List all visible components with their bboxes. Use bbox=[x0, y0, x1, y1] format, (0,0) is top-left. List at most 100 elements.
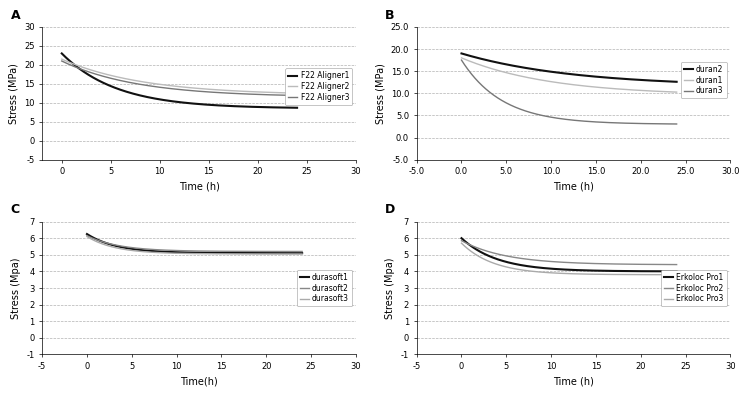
Erkoloc Pro1 bbox=[457, 236, 466, 241]
Erkoloc Pro3 bbox=[672, 272, 681, 277]
Y-axis label: Stress (MPa): Stress (MPa) bbox=[8, 63, 19, 124]
Erkoloc Pro2 bbox=[672, 262, 681, 267]
Erkoloc Pro3 bbox=[457, 241, 466, 246]
duran1 bbox=[552, 80, 561, 85]
duran3 bbox=[552, 116, 561, 120]
Line: duran3: duran3 bbox=[462, 60, 677, 124]
Erkoloc Pro1 bbox=[552, 267, 561, 271]
Erkoloc Pro3 bbox=[625, 272, 634, 277]
F22 Aligner3 bbox=[245, 92, 254, 96]
F22 Aligner3 bbox=[241, 92, 250, 96]
duran1 bbox=[628, 88, 637, 92]
durasoft2 bbox=[230, 249, 239, 254]
duran1 bbox=[625, 87, 634, 92]
Erkoloc Pro1 bbox=[625, 269, 634, 273]
duran2 bbox=[628, 77, 637, 82]
Erkoloc Pro2 bbox=[625, 262, 634, 267]
durasoft1 bbox=[230, 251, 239, 256]
Erkoloc Pro2 bbox=[628, 262, 637, 267]
Erkoloc Pro2 bbox=[604, 261, 613, 266]
X-axis label: Time(h): Time(h) bbox=[180, 377, 218, 387]
Line: Erkoloc Pro2: Erkoloc Pro2 bbox=[462, 241, 677, 265]
Text: A: A bbox=[10, 9, 20, 22]
durasoft3 bbox=[251, 252, 260, 256]
duran1 bbox=[457, 56, 466, 60]
F22 Aligner1 bbox=[292, 105, 301, 110]
F22 Aligner2 bbox=[241, 89, 250, 94]
Erkoloc Pro2 bbox=[544, 259, 553, 264]
duran1 bbox=[672, 90, 681, 94]
X-axis label: Time (h): Time (h) bbox=[553, 182, 594, 192]
durasoft1 bbox=[105, 242, 114, 246]
durasoft2 bbox=[177, 248, 186, 253]
duran2 bbox=[625, 77, 634, 82]
duran3 bbox=[479, 85, 488, 89]
Y-axis label: Stress (MPa): Stress (MPa) bbox=[375, 63, 385, 124]
Legend: durasoft1, durasoft2, durasoft3: durasoft1, durasoft2, durasoft3 bbox=[297, 269, 352, 307]
Text: C: C bbox=[10, 203, 20, 216]
Text: B: B bbox=[385, 9, 395, 22]
durasoft3 bbox=[298, 252, 307, 256]
durasoft2 bbox=[170, 248, 179, 253]
Line: durasoft2: durasoft2 bbox=[87, 236, 302, 252]
duran2 bbox=[552, 70, 561, 75]
Erkoloc Pro1 bbox=[479, 251, 488, 256]
duran1 bbox=[479, 64, 488, 68]
Legend: F22 Aligner1, F22 Aligner2, F22 Aligner3: F22 Aligner1, F22 Aligner2, F22 Aligner3 bbox=[285, 68, 352, 105]
duran2 bbox=[604, 75, 613, 80]
Text: D: D bbox=[385, 203, 396, 216]
F22 Aligner3 bbox=[292, 93, 301, 98]
F22 Aligner3 bbox=[153, 85, 162, 89]
F22 Aligner1 bbox=[219, 103, 228, 108]
Erkoloc Pro1 bbox=[544, 266, 553, 271]
duran3 bbox=[628, 121, 637, 126]
Erkoloc Pro1 bbox=[604, 269, 613, 273]
Line: Erkoloc Pro3: Erkoloc Pro3 bbox=[462, 243, 677, 275]
F22 Aligner3 bbox=[82, 68, 91, 73]
durasoft3 bbox=[170, 251, 179, 256]
F22 Aligner2 bbox=[292, 91, 301, 96]
F22 Aligner3 bbox=[219, 90, 228, 95]
duran3 bbox=[625, 121, 634, 126]
durasoft2 bbox=[254, 249, 263, 254]
Legend: Erkoloc Pro1, Erkoloc Pro2, Erkoloc Pro3: Erkoloc Pro1, Erkoloc Pro2, Erkoloc Pro3 bbox=[661, 269, 726, 307]
durasoft2 bbox=[298, 249, 307, 254]
durasoft3 bbox=[82, 234, 91, 239]
F22 Aligner2 bbox=[219, 88, 228, 92]
Line: Erkoloc Pro1: Erkoloc Pro1 bbox=[462, 238, 677, 271]
Line: F22 Aligner2: F22 Aligner2 bbox=[62, 59, 297, 93]
duran1 bbox=[544, 79, 553, 84]
durasoft3 bbox=[254, 252, 263, 256]
durasoft1 bbox=[254, 251, 263, 256]
F22 Aligner1 bbox=[245, 104, 254, 109]
durasoft2 bbox=[82, 233, 91, 238]
durasoft1 bbox=[82, 232, 91, 237]
F22 Aligner3 bbox=[161, 86, 170, 90]
Erkoloc Pro2 bbox=[552, 260, 561, 264]
F22 Aligner1 bbox=[153, 96, 162, 101]
duran1 bbox=[604, 86, 613, 90]
F22 Aligner1 bbox=[241, 104, 250, 109]
durasoft1 bbox=[170, 250, 179, 254]
durasoft1 bbox=[298, 251, 307, 256]
durasoft3 bbox=[105, 244, 114, 248]
duran2 bbox=[672, 79, 681, 84]
duran2 bbox=[457, 51, 466, 56]
Line: F22 Aligner3: F22 Aligner3 bbox=[62, 61, 297, 96]
durasoft3 bbox=[177, 251, 186, 256]
Line: duran1: duran1 bbox=[462, 58, 677, 92]
Line: F22 Aligner1: F22 Aligner1 bbox=[62, 53, 297, 108]
durasoft3 bbox=[230, 252, 239, 256]
F22 Aligner3 bbox=[58, 59, 67, 64]
Y-axis label: Stress (Mpa): Stress (Mpa) bbox=[10, 257, 21, 319]
durasoft1 bbox=[251, 251, 260, 256]
Erkoloc Pro2 bbox=[479, 248, 488, 252]
Y-axis label: Stress (Mpa): Stress (Mpa) bbox=[385, 257, 395, 319]
Erkoloc Pro3 bbox=[552, 271, 561, 275]
F22 Aligner2 bbox=[153, 82, 162, 87]
F22 Aligner2 bbox=[58, 57, 67, 62]
duran3 bbox=[457, 58, 466, 62]
durasoft2 bbox=[251, 249, 260, 254]
durasoft2 bbox=[105, 241, 114, 246]
Erkoloc Pro1 bbox=[628, 269, 637, 273]
